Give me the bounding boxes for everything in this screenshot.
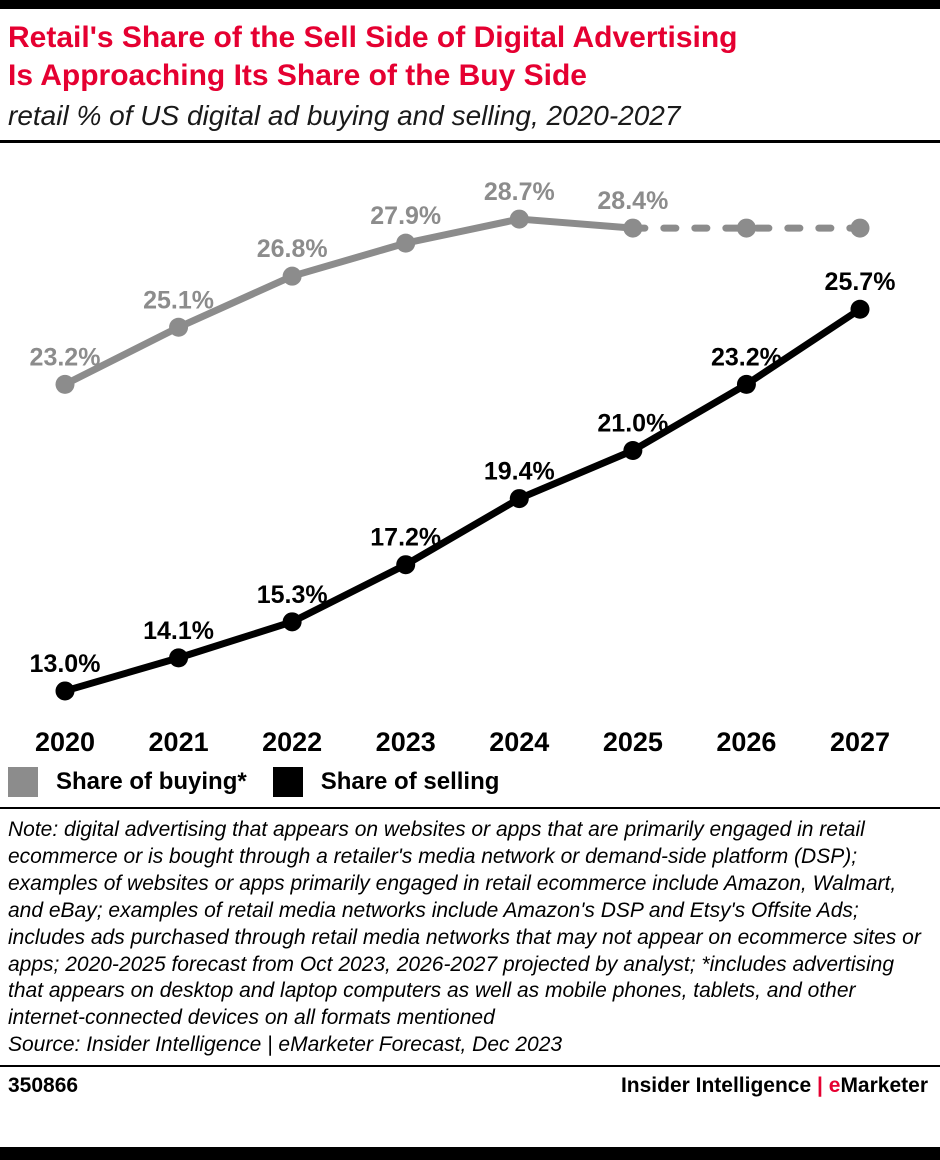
x-axis-label: 2021 [149, 727, 209, 757]
brand-emarketer: eMarketer [829, 1074, 928, 1097]
chart-title-line2: Is Approaching Its Share of the Buy Side [8, 59, 587, 93]
data-point [623, 218, 643, 238]
data-point [169, 317, 189, 337]
x-axis-label: 2022 [262, 727, 322, 757]
data-point [623, 441, 643, 461]
brand-emarketer-e: e [828, 1074, 841, 1098]
x-axis-label: 2025 [603, 727, 663, 757]
note-text: Note: digital advertising that appears o… [8, 818, 921, 1030]
x-axis-label: 2020 [35, 727, 95, 757]
data-label: 26.8% [257, 235, 328, 263]
top-black-bar [0, 0, 940, 9]
brand-separator: | [817, 1074, 823, 1098]
data-label: 25.7% [825, 268, 896, 296]
chart-footer: 350866 Insider Intelligence | eMarketer [0, 1065, 940, 1103]
x-axis-label: 2024 [489, 727, 549, 757]
data-point [850, 218, 870, 238]
note-section: Note: digital advertising that appears o… [0, 807, 940, 1065]
data-label: 14.1% [143, 617, 214, 645]
series-buying: 23.2% 25.1% 26.8% 27.9% 28.7% 28.4% [30, 178, 870, 395]
data-label: 28.7% [484, 178, 555, 206]
data-point [509, 489, 529, 509]
data-point [736, 375, 756, 395]
legend-item-buying: Share of buying* [8, 767, 247, 798]
line-solid [61, 305, 864, 695]
source-text: Source: Insider Intelligence | eMarketer… [8, 1033, 563, 1057]
data-point [850, 299, 870, 319]
series-selling: 13.0% 14.1% 15.3% 17.2% 19.4% 21.0% 23.2% 25.7% [30, 268, 896, 701]
chart-title-line1: Retail's Share of the Sell Side of Digit… [8, 21, 738, 54]
data-point [282, 266, 302, 286]
data-point [396, 233, 416, 253]
data-label: 17.2% [370, 524, 441, 552]
data-point [169, 648, 189, 668]
chart-subtitle: retail % of US digital ad buying and sel… [8, 100, 681, 132]
line-solid [61, 215, 637, 389]
legend-label-selling: Share of selling [320, 768, 500, 796]
data-label: 28.4% [597, 187, 668, 215]
data-point [396, 555, 416, 575]
line-chart: 23.2% 25.1% 26.8% 27.9% 28.7% 28.4% 13.0% 14.1%… [30, 178, 896, 757]
data-label: 27.9% [370, 202, 441, 230]
x-axis-label: 2023 [376, 727, 436, 757]
data-label: 19.4% [484, 458, 555, 486]
data-label: 25.1% [143, 286, 214, 314]
chart-area: 23.2% 25.1% 26.8% 27.9% 28.7% 28.4% 13.0% 14.1%… [0, 143, 940, 763]
brand-logo: Insider Intelligence | eMarketer [621, 1074, 928, 1098]
chart-title: Retail's Share of the Sell Side of Digit… [8, 19, 930, 95]
bottom-black-bar [0, 1147, 940, 1160]
data-point [282, 612, 302, 632]
legend-item-selling: Share of selling [272, 767, 500, 798]
data-label: 21.0% [597, 410, 668, 438]
chart-id: 350866 [8, 1074, 79, 1098]
brand-emarketer-rest: Marketer [840, 1074, 928, 1098]
x-axis-label: 2026 [716, 727, 776, 757]
legend-swatch-buying [8, 767, 38, 798]
legend-swatch-selling [272, 767, 303, 798]
brand-insider-intelligence: Insider Intelligence [620, 1074, 812, 1098]
legend-label-buying: Share of buying* [56, 768, 247, 796]
x-axis-label: 2027 [830, 727, 890, 757]
chart-header: Retail's Share of the Sell Side of Digit… [0, 9, 940, 144]
data-point [55, 375, 75, 395]
data-label: 13.0% [30, 650, 101, 678]
data-point [55, 681, 75, 701]
data-label: 23.2% [30, 344, 101, 372]
data-label: 15.3% [257, 581, 328, 609]
chart-legend: Share of buying* Share of selling [8, 767, 940, 798]
data-point [736, 218, 756, 238]
data-label: 23.2% [711, 344, 782, 372]
data-point [509, 209, 529, 229]
